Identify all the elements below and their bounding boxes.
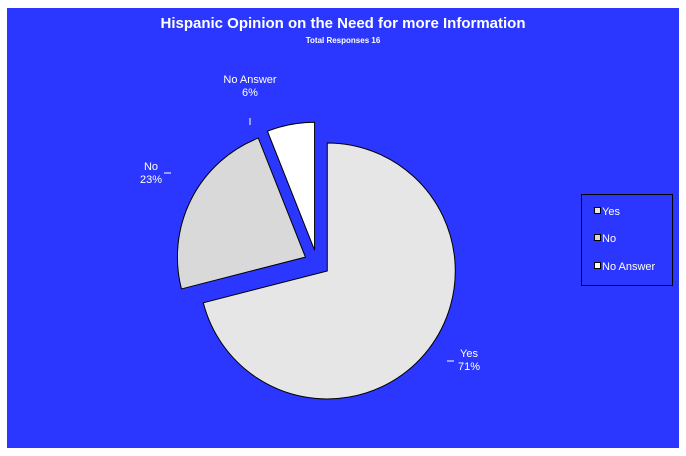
chart-title: Hispanic Opinion on the Need for more In… bbox=[160, 15, 526, 32]
legend-label-no-answer: No Answer bbox=[602, 261, 656, 273]
slice-label-no-answer-name: No Answer bbox=[223, 74, 277, 86]
legend-label-no: No bbox=[602, 233, 617, 245]
legend-item-yes: Yes bbox=[594, 206, 620, 218]
slice-label-no-pct: 23% bbox=[139, 174, 163, 186]
legend-item-no: No bbox=[594, 233, 616, 245]
legend-label-yes: Yes bbox=[602, 206, 620, 218]
slice-label-no-answer-pct: 6% bbox=[242, 87, 258, 99]
chart-subtitle: Total Responses 16 bbox=[305, 36, 381, 45]
slice-label-no: No 23% bbox=[140, 161, 162, 187]
pie-slice-no bbox=[176, 137, 307, 290]
slice-label-yes-pct: 71% bbox=[457, 361, 481, 373]
slice-label-no-answer: No Answer 6% bbox=[223, 74, 276, 100]
legend-swatch-yes bbox=[594, 207, 601, 214]
legend-swatch-no bbox=[594, 234, 601, 241]
slice-label-yes: Yes 71% bbox=[458, 348, 480, 374]
chart-area: Hispanic Opinion on the Need for more In… bbox=[7, 8, 679, 448]
slice-label-yes-name: Yes bbox=[460, 348, 478, 360]
pie-slice-yes bbox=[202, 142, 456, 400]
pie-slice-no-answer bbox=[266, 121, 316, 251]
legend-swatch-no-answer bbox=[594, 262, 601, 269]
slice-label-no-name: No bbox=[143, 161, 159, 173]
legend-item-no-answer: No Answer bbox=[594, 261, 655, 273]
pie-chart bbox=[164, 118, 456, 400]
legend: Yes No No Answer bbox=[581, 194, 673, 286]
